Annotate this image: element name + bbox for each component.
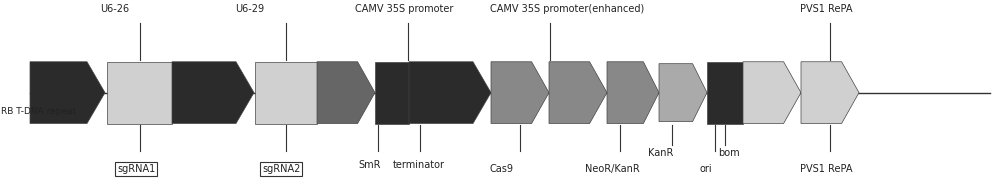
Text: U6-29: U6-29 — [235, 3, 264, 14]
Polygon shape — [317, 62, 375, 124]
Text: CAMV 35S promoter(enhanced): CAMV 35S promoter(enhanced) — [490, 3, 644, 14]
Polygon shape — [659, 64, 707, 122]
Text: KanR: KanR — [648, 148, 673, 158]
Polygon shape — [172, 62, 254, 124]
Polygon shape — [491, 62, 549, 124]
Text: Cas9: Cas9 — [490, 164, 514, 174]
Text: U6-26: U6-26 — [100, 3, 129, 14]
Text: sgRNA1: sgRNA1 — [117, 164, 155, 174]
Text: bom: bom — [718, 148, 740, 158]
Polygon shape — [743, 62, 801, 124]
Polygon shape — [30, 62, 105, 124]
Text: PVS1 RePA: PVS1 RePA — [800, 164, 852, 174]
Polygon shape — [607, 62, 659, 124]
Text: RB T-DNA repeat: RB T-DNA repeat — [1, 108, 76, 116]
Polygon shape — [549, 62, 607, 124]
Polygon shape — [409, 62, 491, 124]
Bar — [255, 62, 317, 124]
Bar — [375, 62, 409, 124]
Text: CAMV 35S promoter: CAMV 35S promoter — [355, 3, 453, 14]
Bar — [707, 62, 743, 124]
Text: PVS1 RePA: PVS1 RePA — [800, 3, 852, 14]
Text: ori: ori — [700, 164, 713, 174]
Text: sgRNA2: sgRNA2 — [262, 164, 300, 174]
Text: NeoR/KanR: NeoR/KanR — [585, 164, 640, 174]
Text: SmR: SmR — [358, 160, 380, 170]
Text: terminator: terminator — [393, 160, 445, 170]
Bar — [107, 62, 172, 124]
Polygon shape — [801, 62, 859, 124]
